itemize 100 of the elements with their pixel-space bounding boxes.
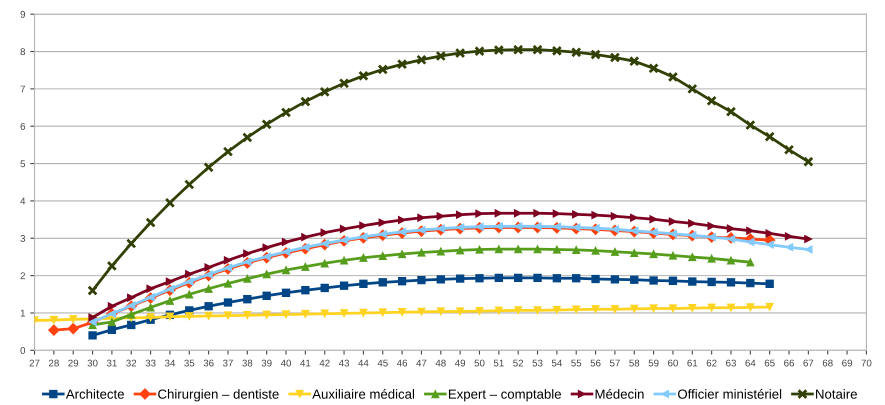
point: [610, 305, 620, 314]
x-tick-label: 68: [822, 360, 833, 366]
point: [532, 44, 543, 55]
x-tick-label: 52: [513, 360, 524, 366]
point: [108, 326, 116, 334]
point: [166, 296, 174, 305]
point: [146, 293, 155, 302]
point: [262, 270, 271, 278]
x-tick-label: 38: [242, 360, 252, 366]
point: [726, 106, 736, 117]
point: [688, 219, 696, 228]
point: [436, 212, 445, 220]
x-tick-label: 51: [494, 360, 504, 366]
point: [88, 331, 97, 340]
point: [127, 293, 136, 302]
point: [224, 256, 232, 264]
point: [804, 234, 813, 244]
x-tick-label: 46: [396, 360, 408, 366]
point: [378, 308, 387, 317]
point: [145, 217, 156, 228]
point: [494, 244, 503, 254]
point: [378, 252, 387, 260]
point: [280, 107, 292, 118]
x-tick-label: 35: [184, 360, 194, 366]
x-tick-label: 29: [68, 360, 78, 366]
y-tick-label: 4: [20, 198, 26, 204]
point: [707, 222, 716, 230]
point: [261, 119, 272, 130]
point: [533, 244, 542, 254]
point: [746, 303, 755, 312]
point: [649, 276, 658, 285]
x-tick-label: 37: [222, 360, 233, 366]
point: [668, 72, 678, 82]
x-tick-label: 33: [146, 360, 156, 366]
point: [398, 250, 406, 258]
point: [707, 278, 716, 286]
point: [359, 280, 368, 288]
point: [320, 239, 329, 248]
point: [282, 288, 290, 297]
point: [726, 224, 736, 233]
point: [572, 246, 580, 254]
point: [726, 304, 736, 312]
point: [591, 246, 600, 255]
point: [300, 96, 311, 107]
point: [127, 320, 136, 330]
point: [688, 277, 696, 286]
point: [649, 250, 658, 258]
x-tick-label: 61: [687, 360, 698, 366]
point: [204, 284, 213, 293]
x-tick-label: 40: [280, 360, 292, 366]
point: [590, 49, 601, 60]
point: [706, 96, 717, 106]
point: [185, 290, 194, 298]
point: [146, 313, 155, 322]
x-tick-label: 62: [706, 360, 717, 366]
point: [243, 249, 252, 258]
y-tick-label: 9: [20, 10, 26, 18]
point: [185, 270, 194, 278]
point: [552, 46, 562, 56]
point: [338, 78, 350, 88]
point: [378, 64, 388, 75]
legend-label: Architecte: [66, 389, 124, 399]
point: [126, 238, 136, 249]
point: [301, 262, 310, 271]
legend-label: Auxiliaire médical: [312, 388, 414, 399]
point: [262, 310, 271, 320]
point: [494, 44, 504, 56]
x-tick-label: 47: [416, 360, 426, 366]
point: [224, 311, 232, 320]
point: [416, 54, 427, 65]
legend-label: Chirurgien – dentiste: [158, 389, 279, 402]
x-tick-label: 27: [30, 360, 40, 366]
point: [494, 274, 503, 282]
y-tick-label: 1: [20, 310, 26, 316]
point: [204, 263, 213, 272]
point: [127, 310, 136, 319]
point: [726, 256, 736, 264]
point: [417, 308, 426, 316]
y-tick-label: 8: [20, 48, 26, 56]
point: [50, 316, 58, 324]
x-tick-label: 49: [454, 360, 466, 366]
legend-label: Expert – comptable: [448, 389, 561, 402]
point: [687, 84, 698, 94]
y-tick-label: 3: [20, 235, 26, 242]
x-tick-label: 59: [648, 360, 659, 366]
x-tick-label: 56: [590, 360, 601, 366]
point: [745, 120, 756, 130]
point: [784, 144, 794, 155]
x-tick-label: 31: [106, 360, 117, 366]
point: [610, 248, 620, 256]
x-tick-label: 39: [262, 360, 272, 366]
point: [320, 228, 329, 237]
y-tick-label: 2: [20, 272, 25, 280]
point: [164, 198, 176, 208]
point: [242, 132, 253, 143]
x-tick-label: 44: [358, 360, 369, 366]
point: [87, 285, 98, 296]
point: [282, 266, 290, 274]
point: [629, 56, 640, 66]
point: [456, 246, 464, 254]
